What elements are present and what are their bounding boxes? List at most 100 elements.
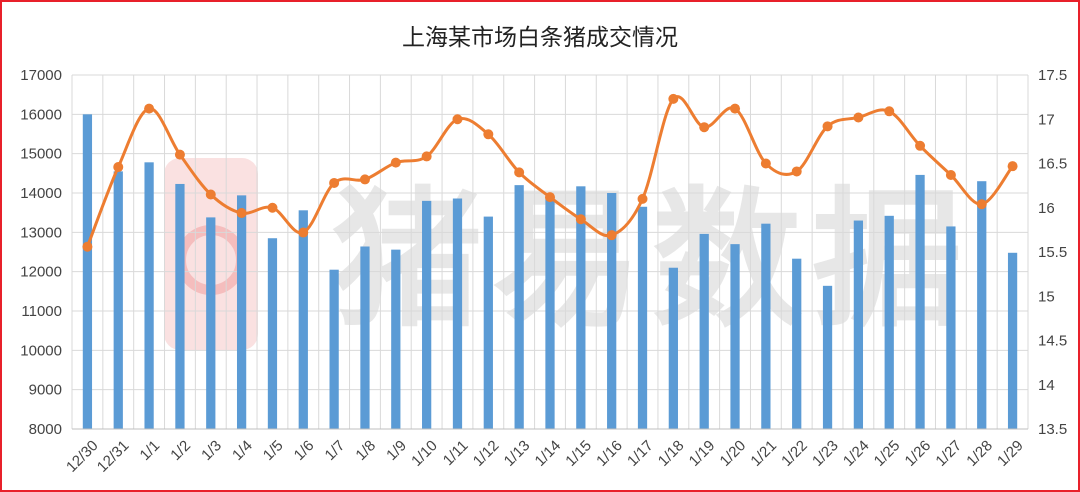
bar bbox=[175, 183, 185, 429]
x-tick-label: 1/2 bbox=[167, 437, 194, 464]
y-right-tick-label: 13.5 bbox=[1038, 421, 1067, 438]
bar bbox=[329, 269, 339, 429]
line-point bbox=[329, 177, 340, 188]
bar bbox=[236, 195, 247, 429]
bar bbox=[915, 174, 925, 429]
line-point bbox=[205, 189, 216, 200]
x-tick-label: 1/4 bbox=[229, 437, 256, 464]
y-right-tick-label: 15.5 bbox=[1038, 244, 1067, 261]
x-tick-label: 1/17 bbox=[624, 437, 657, 470]
x-tick-label: 1/9 bbox=[383, 437, 410, 464]
y-right-tick-label: 17.5 bbox=[1038, 67, 1067, 84]
bar bbox=[391, 249, 401, 429]
x-tick-label: 1/25 bbox=[871, 437, 904, 470]
line-point bbox=[483, 129, 494, 140]
y-left-tick-label: 17000 bbox=[20, 67, 62, 84]
y-left-tick-label: 13000 bbox=[20, 224, 62, 241]
line-point bbox=[822, 121, 833, 132]
x-tick-label: 12/30 bbox=[63, 437, 102, 476]
bar bbox=[1007, 252, 1018, 429]
line-point bbox=[760, 158, 771, 169]
bar bbox=[668, 267, 678, 429]
y-left-tick-label: 9000 bbox=[29, 382, 62, 399]
bar bbox=[267, 238, 278, 429]
x-tick-label: 12/31 bbox=[94, 437, 133, 476]
y-left-tick-label: 16000 bbox=[20, 106, 62, 123]
chart-title: 上海某市场白条猪成交情况 bbox=[402, 25, 678, 51]
bar bbox=[853, 220, 864, 429]
bar bbox=[206, 217, 216, 429]
bar bbox=[792, 258, 802, 429]
bar bbox=[113, 171, 123, 429]
watermark-char: 易 bbox=[492, 174, 642, 348]
x-tick-label: 1/7 bbox=[322, 437, 349, 464]
bar bbox=[360, 246, 370, 429]
x-tick-label: 1/11 bbox=[440, 437, 472, 469]
x-tick-label: 1/5 bbox=[260, 437, 287, 464]
y-right-tick-label: 16.5 bbox=[1038, 156, 1067, 173]
line-point bbox=[637, 193, 648, 204]
line-point bbox=[915, 140, 926, 151]
y-right-tick-label: 14.5 bbox=[1038, 333, 1067, 350]
line-point bbox=[884, 106, 895, 117]
x-tick-label: 1/27 bbox=[932, 437, 965, 470]
line-point bbox=[575, 214, 586, 225]
x-tick-label: 1/26 bbox=[902, 437, 935, 470]
y-right-tick-label: 15 bbox=[1038, 288, 1055, 305]
bar bbox=[576, 186, 586, 429]
bar bbox=[144, 162, 154, 429]
line-point bbox=[236, 208, 247, 219]
line-point bbox=[730, 103, 741, 114]
x-tick-label: 1/13 bbox=[501, 437, 534, 470]
y-left-tick-label: 8000 bbox=[29, 421, 62, 438]
x-tick-label: 1/3 bbox=[198, 437, 225, 464]
line-point bbox=[113, 162, 124, 173]
line-point bbox=[421, 151, 432, 162]
bar bbox=[422, 200, 432, 429]
bar bbox=[699, 233, 709, 429]
x-tick-label: 1/8 bbox=[352, 437, 379, 464]
y-right-tick-label: 16 bbox=[1038, 200, 1055, 217]
bar bbox=[730, 244, 740, 429]
x-tick-label: 1/19 bbox=[686, 437, 719, 470]
x-tick-label: 1/12 bbox=[470, 437, 503, 470]
x-tick-label: 1/20 bbox=[717, 437, 750, 470]
line-point bbox=[359, 174, 370, 185]
bar bbox=[483, 216, 493, 429]
bar bbox=[977, 181, 987, 429]
bar bbox=[545, 196, 555, 429]
bar bbox=[514, 185, 524, 429]
line-point bbox=[976, 199, 987, 210]
line-point bbox=[945, 170, 956, 181]
bar bbox=[946, 226, 956, 429]
x-tick-label: 1/28 bbox=[963, 437, 996, 470]
line-point bbox=[668, 93, 679, 104]
bar bbox=[822, 285, 833, 429]
bar bbox=[607, 193, 617, 429]
x-tick-label: 1/1 bbox=[137, 437, 164, 464]
line-point bbox=[298, 227, 309, 238]
bar bbox=[82, 114, 93, 429]
x-tick-label: 1/23 bbox=[809, 437, 842, 470]
x-tick-label: 1/14 bbox=[532, 437, 565, 470]
watermark: 猪易数据 bbox=[164, 158, 962, 350]
y-right-tick-label: 14 bbox=[1038, 377, 1055, 394]
line-point bbox=[791, 166, 802, 177]
line-point bbox=[267, 202, 278, 213]
y-left-tick-label: 12000 bbox=[20, 264, 62, 281]
bar bbox=[884, 215, 894, 429]
line-point bbox=[606, 230, 617, 241]
x-tick-label: 1/18 bbox=[655, 437, 688, 470]
bar bbox=[761, 223, 771, 429]
bar bbox=[637, 206, 648, 429]
y-right-tick-label: 17 bbox=[1038, 111, 1055, 128]
bar bbox=[298, 210, 308, 429]
line-point bbox=[452, 114, 463, 125]
x-tick-label: 1/6 bbox=[291, 437, 318, 464]
line-point bbox=[174, 149, 185, 160]
x-tick-label: 1/21 bbox=[747, 437, 780, 470]
y-left-tick-label: 14000 bbox=[20, 185, 62, 202]
x-tick-label: 1/29 bbox=[994, 437, 1027, 470]
